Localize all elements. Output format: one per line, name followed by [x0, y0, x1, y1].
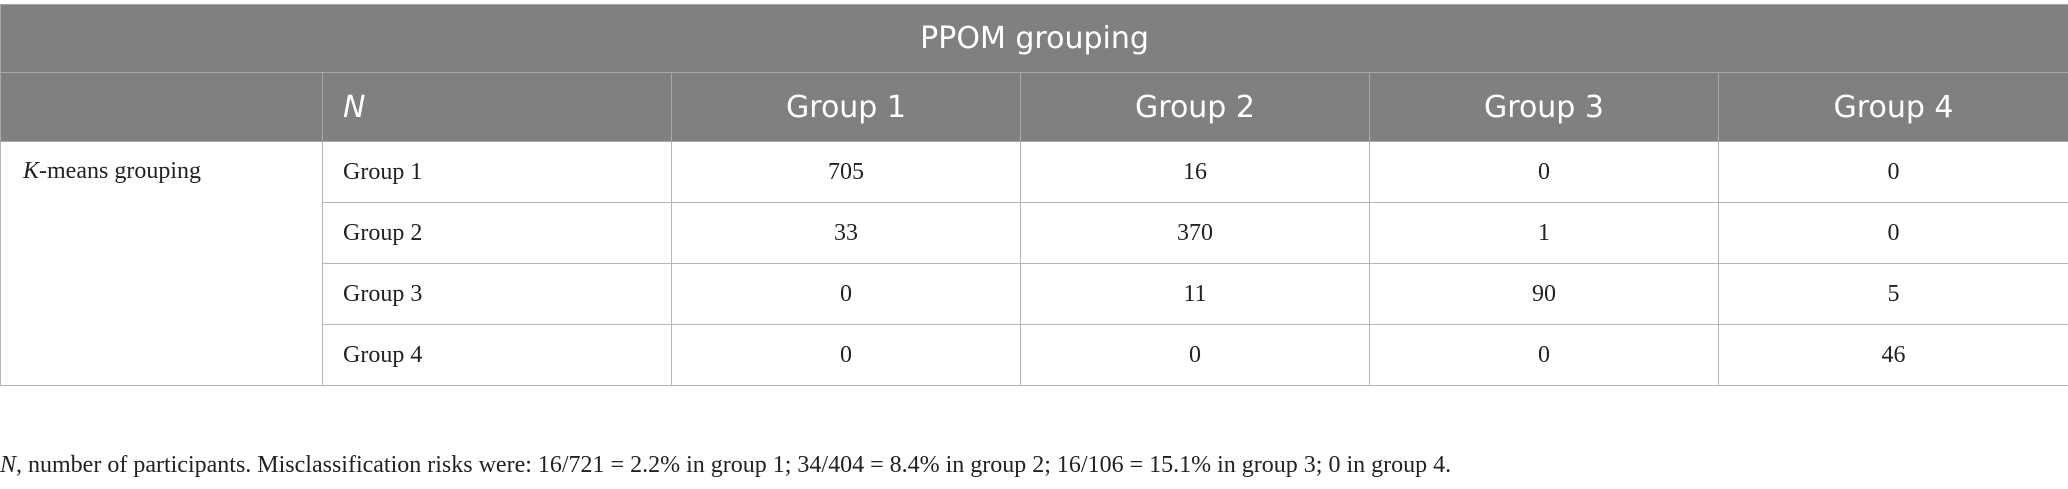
- cell-value: 1: [1369, 202, 1719, 264]
- row-label: Group 2: [322, 202, 672, 264]
- confusion-table: PPOM grouping N Group 1 Group 2 Group 3 Grou…: [0, 4, 2068, 386]
- cell-value: 33: [671, 202, 1021, 264]
- cell-value: 0: [1020, 324, 1370, 386]
- column-header: N: [322, 72, 672, 142]
- row-label: Group 1: [322, 141, 672, 203]
- cell-value: 0: [671, 263, 1021, 325]
- cell-value: 0: [671, 324, 1021, 386]
- table-row: K-means grouping Group 1 705 16 0 0: [0, 141, 2068, 386]
- cell-value: 0: [1717, 141, 2068, 203]
- column-header: Group 4: [1717, 72, 2068, 142]
- cell-value: 11: [1020, 263, 1370, 325]
- row-label: Group 4: [322, 324, 672, 386]
- cell-value: 90: [1369, 263, 1719, 325]
- row-label: Group 3: [322, 263, 672, 325]
- table-row: Group 4 0 0 0 46: [1, 324, 2068, 386]
- cell-value: 0: [1369, 324, 1719, 386]
- table-body: K-means grouping Group 1 705 16 0 0 Group 2 33 3…: [0, 141, 2068, 386]
- cell-value: 705: [671, 141, 1021, 203]
- column-header-row: N Group 1 Group 2 Group 3 Group 4: [0, 72, 2068, 142]
- footnote-text: , number of participants. Misclassificat…: [16, 452, 1452, 478]
- footnote-symbol: N: [0, 452, 17, 478]
- column-header: Group 2: [1020, 72, 1370, 142]
- footnote: N, number of participants. Misclassifica…: [0, 452, 1451, 479]
- table-row: Group 3 0 11 90 5: [1, 263, 2068, 325]
- group-label-rest: -means grouping: [39, 158, 201, 184]
- cell-value: 16: [1020, 141, 1370, 203]
- cell-value: 0: [1717, 202, 2068, 264]
- table-title: PPOM grouping: [0, 4, 2068, 73]
- cell-value: 46: [1717, 324, 2068, 386]
- column-header: Group 3: [1369, 72, 1719, 142]
- group-label-italic: K: [23, 158, 40, 184]
- title-row: PPOM grouping: [0, 4, 2068, 73]
- cell-value: 0: [1369, 141, 1719, 203]
- cell-value: 5: [1717, 263, 2068, 325]
- group-label: K-means grouping: [0, 141, 323, 386]
- cell-value: 370: [1020, 202, 1370, 264]
- empty-header: [0, 72, 323, 142]
- column-header: Group 1: [671, 72, 1021, 142]
